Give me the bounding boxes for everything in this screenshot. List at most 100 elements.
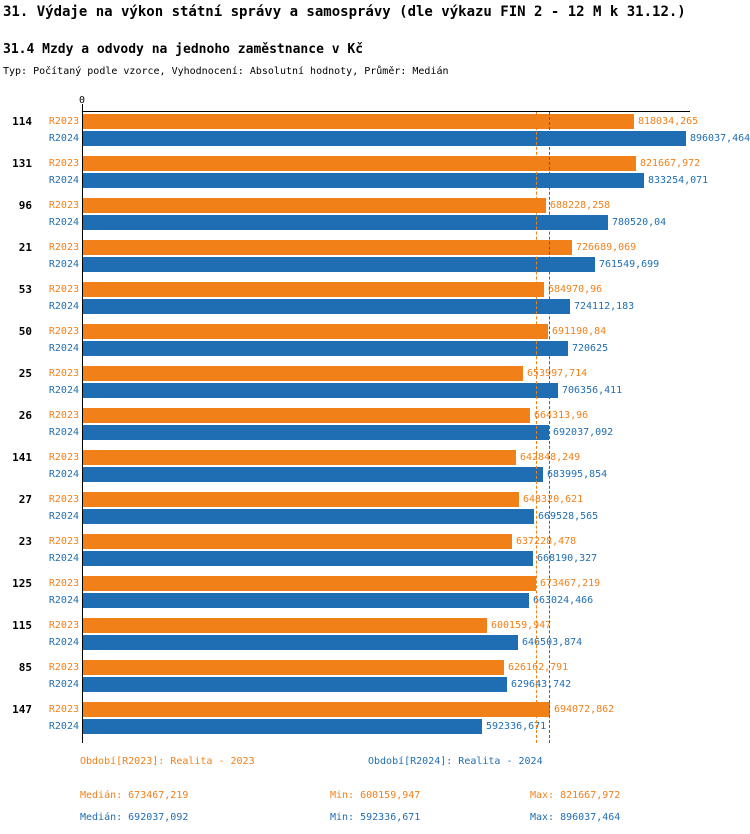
bar-value-r2023-85: 626162,791 <box>508 662 569 673</box>
bar-r2024-25 <box>83 383 558 398</box>
bar-value-r2023-115: 600159,947 <box>491 620 552 631</box>
bar-value-r2024-114: 896037,464 <box>690 133 750 144</box>
series-tick-r2023: R2023 <box>48 620 79 631</box>
series-tick-r2023: R2023 <box>48 578 79 589</box>
bar-r2024-27 <box>83 509 534 524</box>
bar-value-r2024-50: 720625 <box>572 343 609 354</box>
series-tick-r2023: R2023 <box>48 368 79 379</box>
series-tick-r2023: R2023 <box>48 410 79 421</box>
bar-r2023-21 <box>83 240 572 255</box>
series-tick-r2024: R2024 <box>48 301 79 312</box>
bar-r2023-96 <box>83 198 546 213</box>
category-label-23: 23 <box>18 535 32 548</box>
bar-value-r2023-141: 642848,249 <box>520 452 581 463</box>
bar-r2024-125 <box>83 593 529 608</box>
median-line-r2023 <box>536 112 538 743</box>
bar-value-r2024-23: 668190,327 <box>537 553 598 564</box>
y-axis-line <box>82 111 83 743</box>
legend-median-r2023: Medián: 673467,219 <box>80 790 189 801</box>
category-label-53: 53 <box>18 283 32 296</box>
series-tick-r2023: R2023 <box>48 326 79 337</box>
bar-r2023-50 <box>83 324 548 339</box>
series-tick-r2023: R2023 <box>48 452 79 463</box>
indicator-meta: Typ: Počítaný podle vzorce, Vyhodnocení:… <box>3 66 449 77</box>
bar-r2023-27 <box>83 492 519 507</box>
series-tick-r2023: R2023 <box>48 704 79 715</box>
bar-r2023-53 <box>83 282 544 297</box>
bar-value-r2023-96: 688228,258 <box>550 200 611 211</box>
bar-r2023-141 <box>83 450 516 465</box>
bar-value-r2024-27: 669528,565 <box>538 511 599 522</box>
legend-min-r2023: Min: 600159,947 <box>330 790 421 801</box>
series-tick-r2023: R2023 <box>48 242 79 253</box>
series-tick-r2024: R2024 <box>48 721 79 732</box>
series-tick-r2024: R2024 <box>48 511 79 522</box>
series-tick-r2024: R2024 <box>48 133 79 144</box>
bar-value-r2024-21: 761549,699 <box>599 259 660 270</box>
bar-value-r2023-131: 821667,972 <box>640 158 701 169</box>
legend-period-r2024: Období[R2024]: Realita - 2024 <box>368 756 543 767</box>
median-line-r2024 <box>548 112 550 743</box>
bar-r2024-26 <box>83 425 549 440</box>
legend-median-r2024: Medián: 692037,092 <box>80 812 189 823</box>
bar-r2023-23 <box>83 534 512 549</box>
bar-value-r2023-26: 664313,96 <box>534 410 589 421</box>
bar-r2023-131 <box>83 156 636 171</box>
bar-r2024-115 <box>83 635 518 650</box>
bar-r2023-115 <box>83 618 487 633</box>
legend-max-r2024: Max: 896037,464 <box>530 812 621 823</box>
bar-chart-plot-area: 0 114 R2023 818034,265 R2024 896037,464 131 R2… <box>12 95 750 743</box>
legend-period-r2023: Období[R2023]: Realita - 2023 <box>80 756 255 767</box>
report-title: 31. Výdaje na výkon státní správy a samo… <box>3 4 686 20</box>
category-label-26: 26 <box>18 409 32 422</box>
bar-value-r2024-85: 629643,742 <box>511 679 572 690</box>
series-tick-r2024: R2024 <box>48 217 79 228</box>
series-tick-r2023: R2023 <box>48 662 79 673</box>
series-tick-r2024: R2024 <box>48 427 79 438</box>
bar-value-r2023-53: 684970,96 <box>548 284 603 295</box>
bar-r2024-23 <box>83 551 533 566</box>
bar-r2023-85 <box>83 660 504 675</box>
series-tick-r2024: R2024 <box>48 469 79 480</box>
bar-value-r2023-25: 653997,714 <box>527 368 588 379</box>
indicator-title: 31.4 Mzdy a odvody na jednoho zaměstnanc… <box>3 42 364 57</box>
bar-value-r2023-125: 673467,219 <box>540 578 601 589</box>
bar-value-r2024-26: 692037,092 <box>553 427 614 438</box>
category-label-27: 27 <box>18 493 32 506</box>
bar-value-r2023-114: 818034,265 <box>638 116 699 127</box>
category-label-50: 50 <box>18 325 32 338</box>
series-tick-r2024: R2024 <box>48 385 79 396</box>
bar-r2024-21 <box>83 257 595 272</box>
x-axis-tick <box>82 104 83 111</box>
bar-value-r2023-27: 648320,621 <box>523 494 584 505</box>
bar-value-r2024-115: 646503,874 <box>522 637 583 648</box>
bar-value-r2024-96: 780520,04 <box>612 217 667 228</box>
series-tick-r2024: R2024 <box>48 175 79 186</box>
series-tick-r2023: R2023 <box>48 284 79 295</box>
category-label-141: 141 <box>12 451 32 464</box>
bar-r2023-147 <box>83 702 550 717</box>
bar-r2023-26 <box>83 408 530 423</box>
category-label-114: 114 <box>12 115 32 128</box>
bar-value-r2023-147: 694072,862 <box>554 704 615 715</box>
category-label-96: 96 <box>18 199 32 212</box>
bar-value-r2024-131: 833254,071 <box>648 175 709 186</box>
bar-r2024-114 <box>83 131 686 146</box>
category-label-25: 25 <box>18 367 32 380</box>
series-tick-r2023: R2023 <box>48 158 79 169</box>
bar-r2024-131 <box>83 173 644 188</box>
series-tick-r2023: R2023 <box>48 494 79 505</box>
bar-value-r2024-125: 663024,466 <box>533 595 594 606</box>
series-tick-r2024: R2024 <box>48 595 79 606</box>
bar-r2023-125 <box>83 576 536 591</box>
x-axis-line <box>82 111 690 112</box>
bar-value-r2024-25: 706356,411 <box>562 385 623 396</box>
bar-value-r2023-50: 691190,84 <box>552 326 607 337</box>
bar-value-r2024-147: 592336,671 <box>486 721 547 732</box>
bar-r2024-85 <box>83 677 507 692</box>
bar-r2024-141 <box>83 467 543 482</box>
bar-r2023-114 <box>83 114 634 129</box>
series-tick-r2024: R2024 <box>48 259 79 270</box>
bar-r2024-53 <box>83 299 570 314</box>
